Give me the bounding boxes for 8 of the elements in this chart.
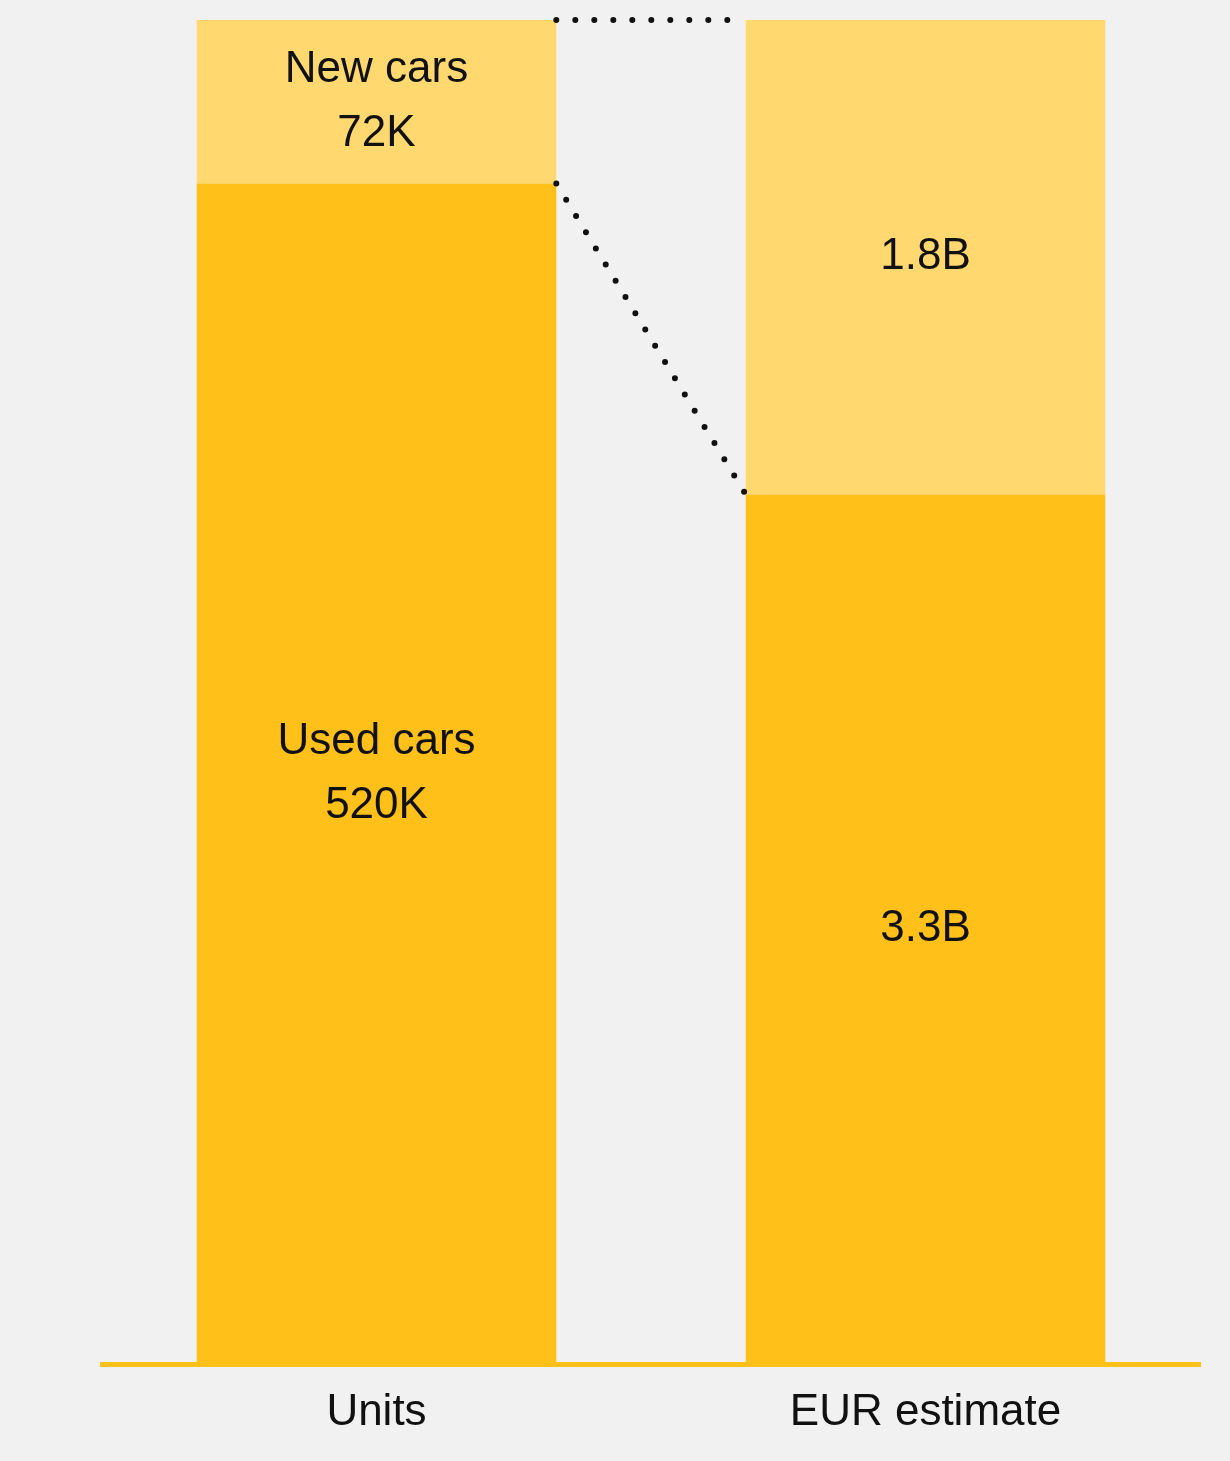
data-label: 3.3B <box>880 901 971 951</box>
data-label: 520K <box>325 777 428 827</box>
data-label: 1.8B <box>880 229 971 279</box>
data-label: 72K <box>337 105 416 155</box>
x-tick-label: EUR estimate <box>789 1384 1062 1434</box>
x-tick-label: Units <box>326 1384 427 1434</box>
series-label: New cars <box>284 41 469 91</box>
series-label: Used cars <box>277 713 476 763</box>
